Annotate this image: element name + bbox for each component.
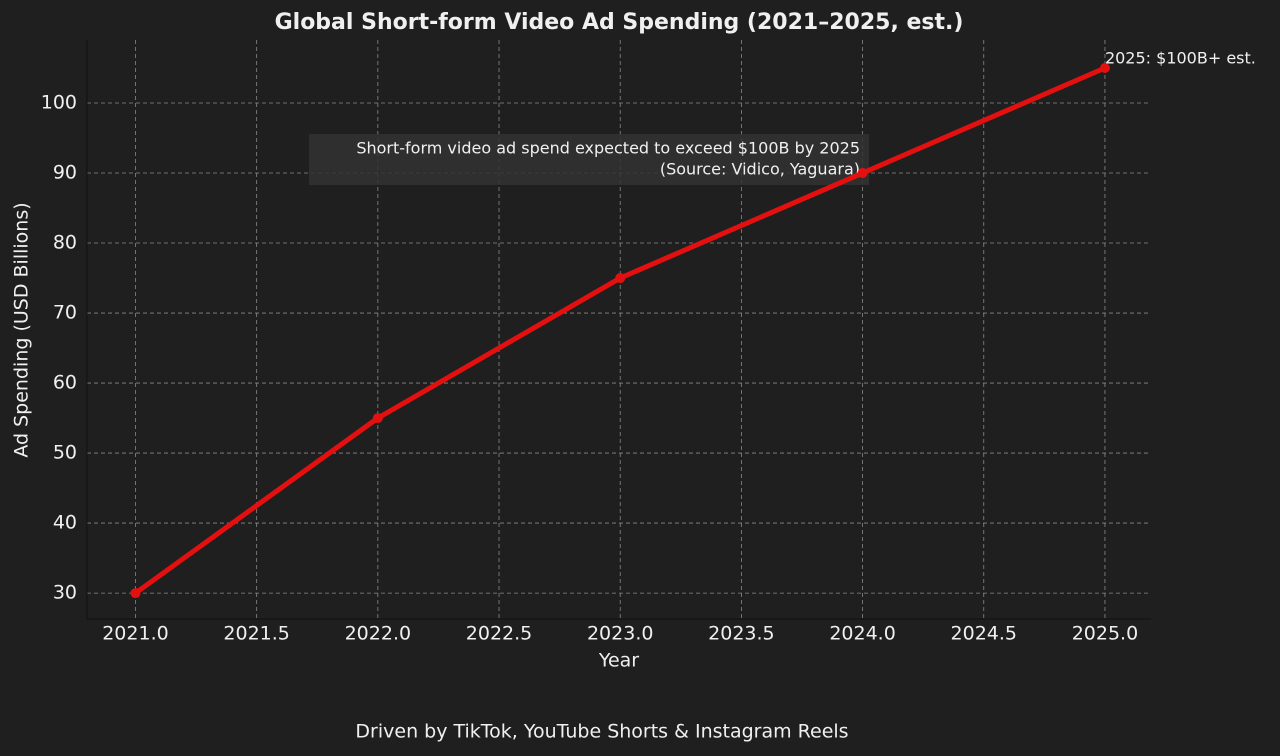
chart-title: Global Short-form Video Ad Spending (202…: [275, 10, 964, 35]
y-tick-label: 90: [53, 162, 77, 184]
y-tick-label: 70: [53, 302, 77, 324]
x-tick-label: 2022.0: [345, 623, 411, 645]
x-axis-label: Year: [598, 650, 639, 672]
x-tick-label: 2025.0: [1072, 623, 1138, 645]
y-tick-label: 80: [53, 232, 77, 254]
annotation-box: [309, 134, 869, 185]
x-tick-label: 2021.0: [102, 623, 168, 645]
x-tick-label: 2024.5: [951, 623, 1017, 645]
y-tick-label: 30: [53, 582, 77, 604]
x-tick-label: 2023.5: [708, 623, 774, 645]
y-tick-label: 60: [53, 372, 77, 394]
annotation: Short-form video ad spend expected to ex…: [356, 139, 860, 158]
y-tick-label: 100: [41, 92, 77, 114]
x-tick-label: 2021.5: [223, 623, 289, 645]
data-point: [372, 413, 383, 424]
y-tick-label: 40: [53, 512, 77, 534]
y-axis-label: Ad Spending (USD Billions): [11, 202, 33, 457]
data-point: [857, 168, 868, 179]
data-point: [130, 588, 141, 599]
annotation: (Source: Vidico, Yaguara): [660, 160, 860, 179]
data-point: [615, 273, 626, 284]
y-tick-label: 50: [53, 442, 77, 464]
point-annotation: 2025: $100B+ est.: [1105, 49, 1256, 68]
x-tick-label: 2024.0: [829, 623, 895, 645]
data-point: [1099, 63, 1110, 74]
x-tick-label: 2022.5: [466, 623, 532, 645]
x-tick-label: 2023.0: [587, 623, 653, 645]
footer: Driven by TikTok, YouTube Shorts & Insta…: [355, 721, 848, 743]
